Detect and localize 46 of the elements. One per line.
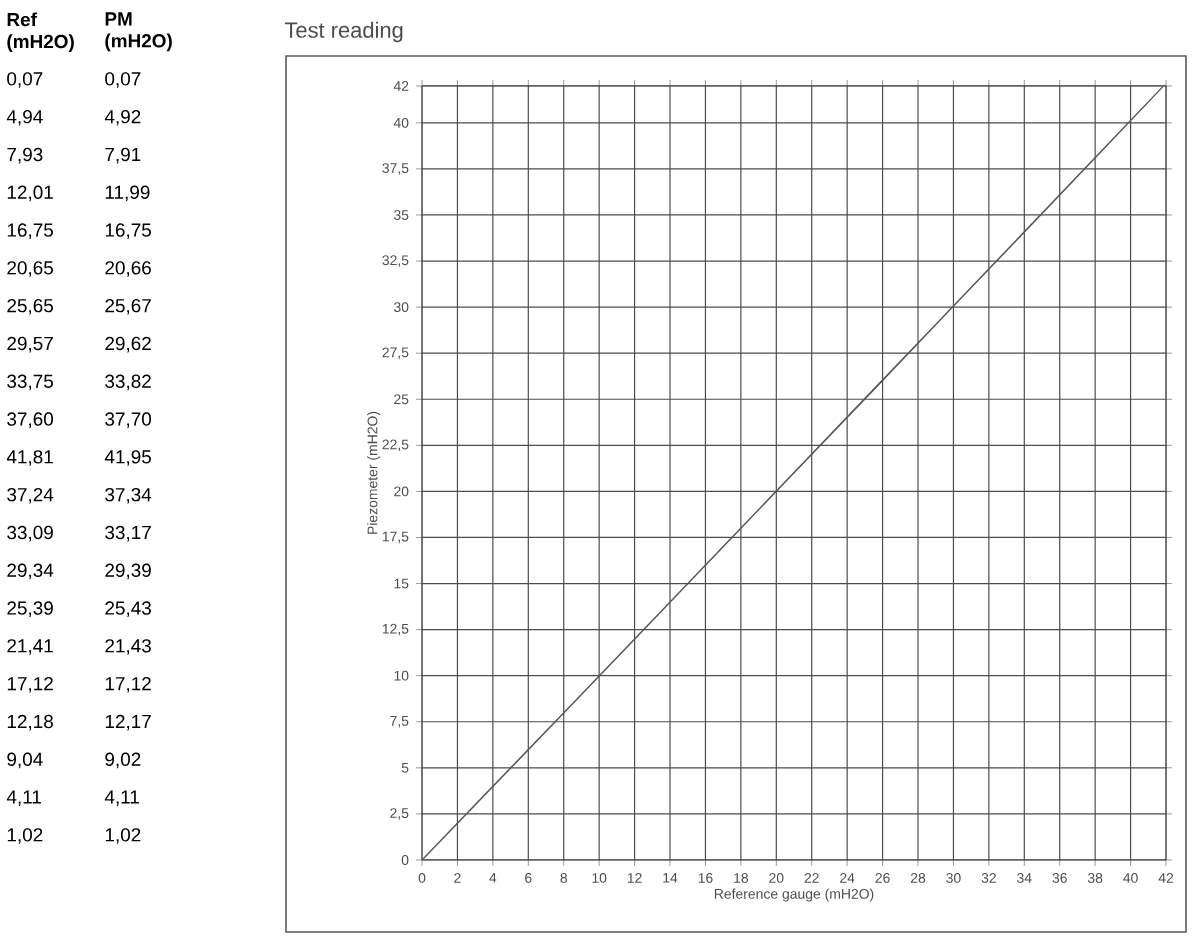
text: 25,39: [7, 601, 53, 618]
text: Ref (mH2O): [7, 12, 74, 52]
text: 9,04: [7, 752, 43, 769]
text: 17,12: [7, 676, 53, 693]
text: 20,66: [105, 261, 151, 277]
text: 37,34: [105, 487, 152, 504]
text: 37,70: [105, 412, 152, 429]
text: 33,75: [7, 374, 53, 391]
text: 4,92: [104, 109, 141, 126]
text: 4,11: [104, 790, 139, 806]
text: 41,81: [6, 450, 53, 466]
text: 1,02: [105, 828, 141, 844]
text: 7,93: [7, 147, 43, 164]
text: 37,24: [7, 487, 54, 504]
text: 29,57: [7, 336, 53, 353]
text: 25,67: [105, 298, 151, 315]
text: 21,41: [7, 639, 53, 655]
line-series: [422, 86, 1164, 860]
text: 25,43: [105, 601, 151, 618]
text: 11,99: [105, 185, 150, 202]
text: 12,01: [7, 185, 53, 202]
text: 37,60: [7, 412, 54, 429]
text: 4,11: [6, 790, 41, 806]
text: 33,09: [7, 525, 53, 542]
text: 4,94: [6, 109, 43, 126]
text: 29,34: [7, 563, 54, 580]
text: 20,65: [7, 261, 53, 277]
text: 12,17: [105, 714, 151, 731]
text: 9,02: [105, 752, 141, 769]
text: 17,12: [105, 676, 151, 693]
text: 12,18: [7, 714, 53, 731]
text: 7,91: [105, 147, 141, 164]
text: 29,62: [105, 336, 151, 353]
text: 16,75: [105, 223, 151, 240]
text: 33,17: [105, 525, 151, 542]
text: 33,82: [105, 374, 151, 391]
text: 25,65: [7, 298, 53, 315]
text: 1,02: [7, 828, 43, 844]
text: 41,95: [104, 450, 151, 466]
chart-title: Test reading: [284, 21, 403, 43]
text: 16,75: [7, 223, 53, 240]
text: 29,39: [105, 563, 151, 580]
text: 0,07: [105, 72, 141, 88]
text: 21,43: [105, 639, 151, 655]
text: 0,07: [7, 72, 43, 88]
text: PM (mH2O): [105, 12, 172, 52]
